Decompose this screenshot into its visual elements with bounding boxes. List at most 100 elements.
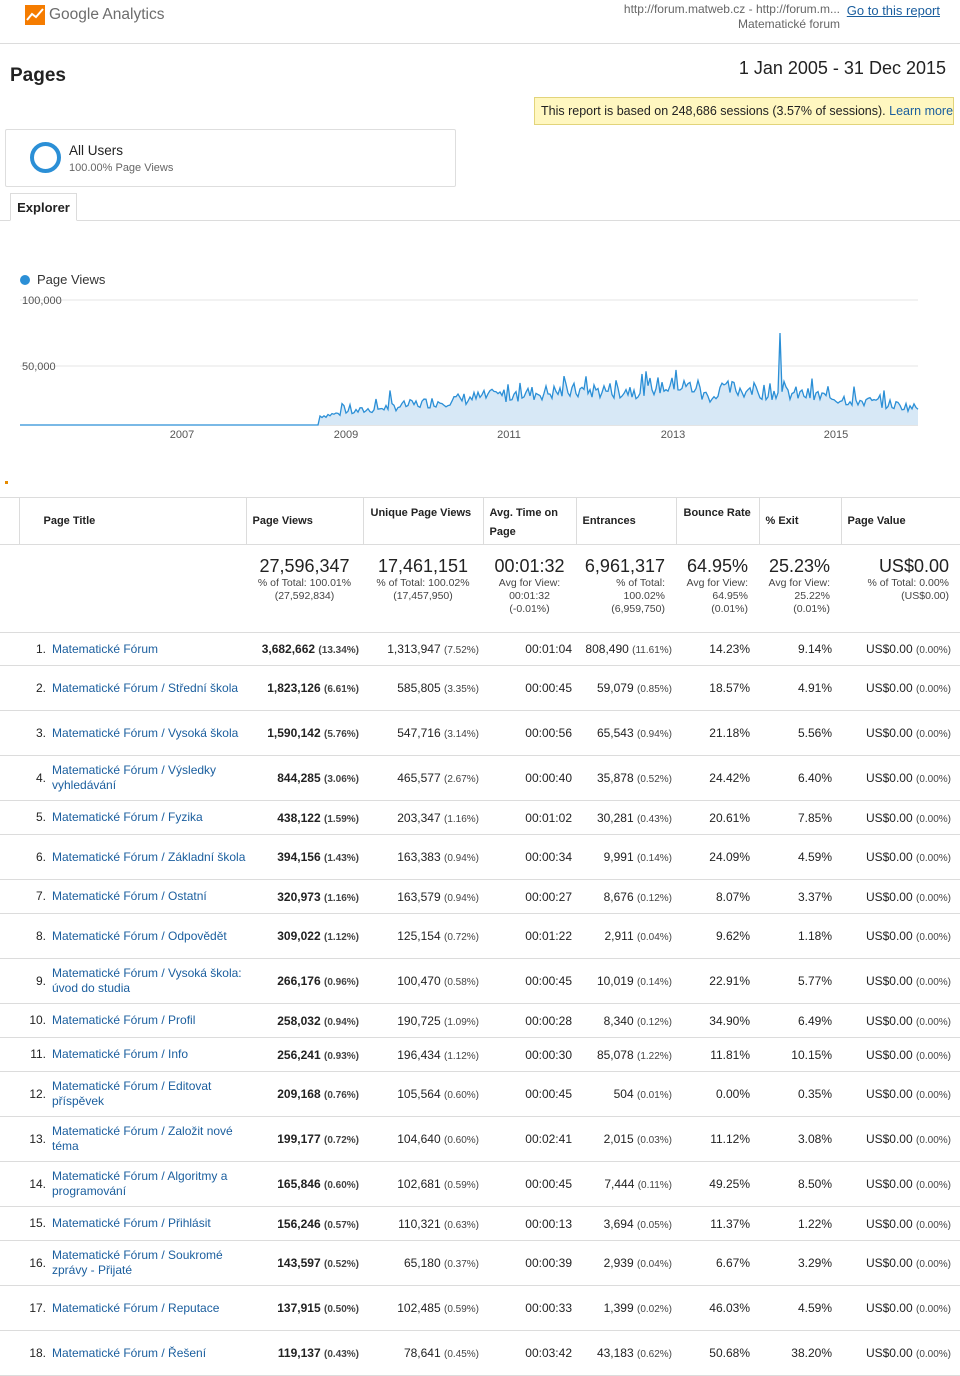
unique-page-views-value: 110,321 bbox=[398, 1216, 441, 1231]
entrances-pct: (0.05%) bbox=[636, 1219, 672, 1231]
row-avg-time: 00:00:40 bbox=[483, 755, 576, 801]
column-header-bounce-rate[interactable]: Bounce Rate bbox=[675, 497, 760, 545]
row-bounce-rate: 18.57% bbox=[676, 665, 759, 711]
total-bounce-rate-diff: (0.01%) bbox=[711, 603, 748, 615]
page-value-value: US$0.00 bbox=[865, 726, 913, 740]
column-header-page-value[interactable]: Page Value bbox=[840, 497, 960, 545]
page-title-link[interactable]: Matematické Fórum / Řešení bbox=[52, 1345, 207, 1360]
page-views-value: 438,122 bbox=[277, 810, 321, 825]
page-title-link[interactable]: Matematické Fórum / Odpovědět bbox=[52, 928, 227, 943]
unique-page-views-pct: (3.35%) bbox=[443, 684, 479, 695]
page-title-link[interactable]: Matematické Fórum / Výsledky vyhledávání bbox=[52, 763, 217, 792]
column-header-page-views[interactable]: Page Views bbox=[245, 497, 364, 545]
row-title-cell: 16. Matematické Fórum / Soukromé zprávy -… bbox=[19, 1240, 246, 1286]
table-row: 4. Matematické Fórum / Výsledky vyhledává… bbox=[0, 755, 960, 801]
total-page-value-pct: % of Total: 0.00% bbox=[867, 577, 949, 589]
page-views-value: 1,823,126 bbox=[267, 681, 321, 695]
row-unique-page-views: 102,485 (0.59%) bbox=[363, 1285, 483, 1331]
entrances-pct: (0.52%) bbox=[636, 774, 672, 785]
row-index: 6. bbox=[35, 849, 46, 864]
page-title-link[interactable]: Matematické Fórum / Vysoká škola bbox=[52, 725, 239, 740]
total-entrances: 6,961,317 % of Total: 100.02% (6,959,750… bbox=[576, 544, 676, 633]
entrances-value: 504 bbox=[613, 1087, 634, 1101]
x-tick-label: 2009 bbox=[334, 429, 358, 441]
page-title-link[interactable]: Matematické Fórum bbox=[52, 641, 159, 656]
row-exit: 6.40% bbox=[759, 755, 841, 801]
avg-time-value: 00:02:41 bbox=[525, 1132, 572, 1146]
exit-value: 3.08% bbox=[797, 1132, 832, 1146]
date-range[interactable]: 1 Jan 2005 - 31 Dec 2015 bbox=[738, 58, 946, 78]
entrances-pct: (0.02%) bbox=[636, 1304, 672, 1315]
row-page-views: 320,973 (1.16%) bbox=[246, 879, 363, 914]
row-index: 11. bbox=[30, 1047, 46, 1061]
exit-value: 7.85% bbox=[797, 810, 832, 825]
page-views-pct: (3.06%) bbox=[323, 774, 359, 785]
avg-time-value: 00:00:13 bbox=[525, 1216, 572, 1231]
series-area bbox=[20, 333, 918, 425]
column-header-avg-time[interactable]: Avg. Time on Page bbox=[482, 497, 577, 545]
page-value-value: US$0.00 bbox=[865, 1177, 913, 1191]
row-page-views: 438,122 (1.59%) bbox=[246, 800, 363, 835]
page-title-link[interactable]: Matematické Fórum / Ostatní bbox=[52, 889, 207, 903]
go-to-report-link[interactable]: Go to this report bbox=[846, 3, 940, 18]
property-name: Matematické forum bbox=[737, 17, 840, 31]
learn-more-link[interactable]: Learn more bbox=[889, 104, 954, 118]
total-page-value-base: (US$0.00) bbox=[901, 590, 949, 602]
row-page-value: US$0.00 (0.00%) bbox=[841, 1071, 960, 1117]
page-title-link[interactable]: Matematické Fórum / Přihlásit bbox=[52, 1216, 211, 1230]
page-views-value: 137,915 bbox=[277, 1301, 321, 1315]
segment-all-users[interactable]: All Users 100.00% Page Views bbox=[5, 129, 456, 187]
page-value-value: US$0.00 bbox=[865, 681, 913, 695]
total-exit-view: 25.22% bbox=[794, 590, 830, 602]
row-avg-time: 00:00:30 bbox=[483, 1037, 576, 1072]
unique-page-views-pct: (1.09%) bbox=[443, 1016, 479, 1028]
page-title-link[interactable]: Matematické Fórum / Info bbox=[52, 1047, 189, 1061]
page-title-link[interactable]: Matematické Fórum / Soukromé zprávy - Př… bbox=[52, 1248, 223, 1277]
total-page-value: US$0.00 % of Total: 0.00% (US$0.00) bbox=[841, 544, 960, 633]
tab-explorer[interactable]: Explorer bbox=[10, 193, 77, 221]
column-header-page-title[interactable]: Page Title bbox=[18, 497, 247, 545]
row-bounce-rate: 0.00% bbox=[676, 1071, 759, 1117]
page-title-link[interactable]: Matematické Fórum / Vysoká škola: úvod d… bbox=[52, 966, 242, 995]
page-views-pct: (0.60%) bbox=[323, 1180, 359, 1191]
page-title-link[interactable]: Matematické Fórum / Založit nové téma bbox=[52, 1124, 233, 1153]
row-page-views: 1,590,142 (5.76%) bbox=[246, 710, 363, 756]
page-views-value: 209,168 bbox=[277, 1087, 321, 1101]
page-title-link[interactable]: Matematické Fórum / Algoritmy a programo… bbox=[52, 1169, 228, 1198]
row-unique-page-views: 163,579 (0.94%) bbox=[363, 879, 483, 914]
avg-time-value: 00:00:33 bbox=[525, 1301, 572, 1315]
unique-page-views-value: 78,641 bbox=[403, 1346, 441, 1360]
row-page-views: 844,285 (3.06%) bbox=[246, 755, 363, 801]
page-title-link[interactable]: Matematické Fórum / Editovat příspěvek bbox=[52, 1079, 212, 1108]
page-views-value: 1,590,142 bbox=[267, 726, 321, 740]
row-entrances: 59,079 (0.85%) bbox=[576, 665, 676, 711]
exit-value: 3.29% bbox=[797, 1256, 832, 1270]
page-title-link[interactable]: Matematické Fórum / Základní škola bbox=[52, 849, 246, 864]
page-title-link[interactable]: Matematické Fórum / Fyzika bbox=[52, 810, 203, 824]
row-page-value: US$0.00 (0.00%) bbox=[841, 1116, 960, 1162]
column-header-exit[interactable]: % Exit bbox=[758, 497, 842, 545]
row-bounce-rate: 20.61% bbox=[676, 800, 759, 835]
entrances-pct: (0.43%) bbox=[636, 813, 672, 825]
page-value-value: US$0.00 bbox=[865, 1047, 913, 1062]
row-exit: 5.77% bbox=[759, 958, 841, 1004]
row-page-value: US$0.00 (0.00%) bbox=[841, 1206, 960, 1241]
row-title-cell: 12. Matematické Fórum / Editovat příspěve… bbox=[19, 1071, 246, 1117]
row-index: 7. bbox=[35, 889, 46, 903]
page-title-link[interactable]: Matematické Fórum / Reputace bbox=[52, 1300, 220, 1315]
entrances-pct: (0.14%) bbox=[636, 853, 672, 864]
page-value-pct: (0.00%) bbox=[915, 684, 951, 695]
total-bounce-rate-view: 64.95% bbox=[712, 590, 748, 602]
total-avg-time-diff: (-0.01%) bbox=[509, 603, 550, 615]
unique-page-views-value: 163,579 bbox=[397, 889, 441, 904]
page-title-link[interactable]: Matematické Fórum / Střední škola bbox=[52, 680, 239, 695]
entrances-value: 8,676 bbox=[603, 889, 634, 904]
column-header-entrances[interactable]: Entrances bbox=[575, 497, 677, 545]
page-title-link[interactable]: Matematické Fórum / Profil bbox=[52, 1013, 196, 1027]
page-views-pct: (13.34%) bbox=[318, 645, 359, 656]
row-page-value: US$0.00 (0.00%) bbox=[841, 665, 960, 711]
column-header-unique-page-views[interactable]: Unique Page Views bbox=[362, 497, 484, 545]
total-unique-page-views-base: (17,457,950) bbox=[393, 590, 453, 602]
page-views-pct: (0.43%) bbox=[323, 1349, 359, 1360]
y-tick-label: 100,000 bbox=[22, 295, 62, 307]
